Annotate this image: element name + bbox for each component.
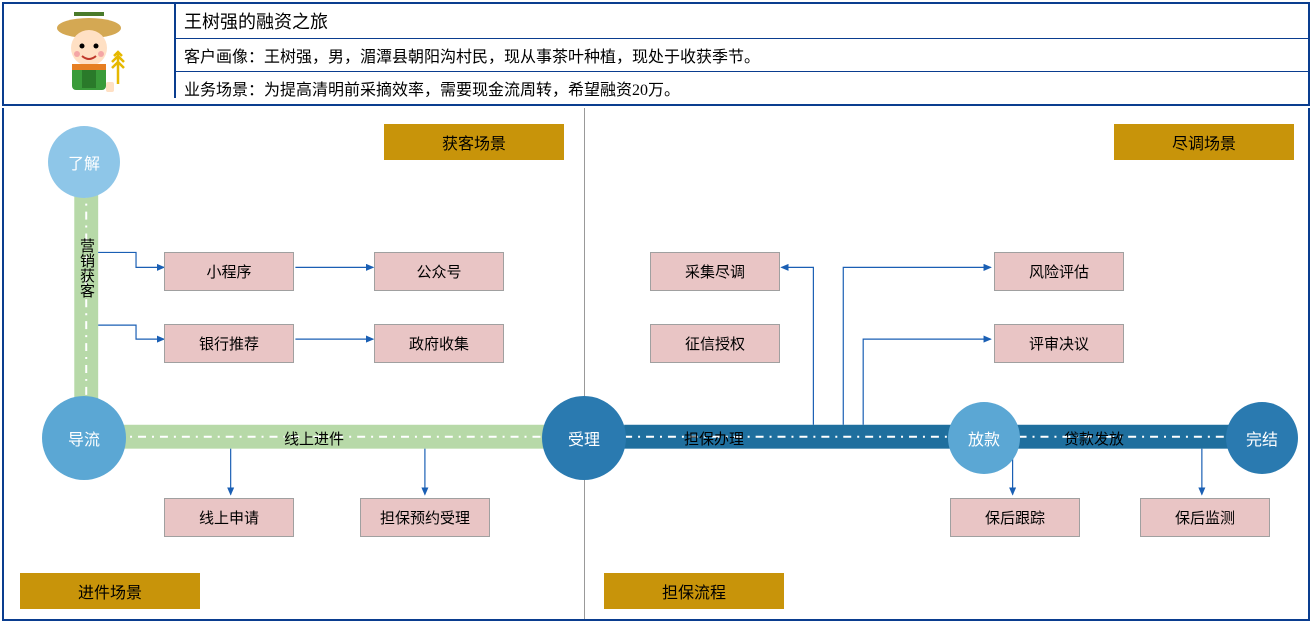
scene-intake: 进件场景 <box>20 573 200 609</box>
box-risk-eval: 风险评估 <box>994 252 1124 291</box>
box-bank-recommend: 银行推荐 <box>164 324 294 363</box>
info-box: 王树强的融资之旅 客户画像：王树强，男，湄潭县朝阳沟村民，现从事茶叶种植，现处于… <box>176 4 1308 104</box>
box-post-monitor: 保后监测 <box>1140 498 1270 537</box>
page-title: 王树强的融资之旅 <box>176 4 1308 38</box>
vertical-divider <box>584 108 585 619</box>
box-online-apply: 线上申请 <box>164 498 294 537</box>
box-credit-auth: 征信授权 <box>650 324 780 363</box>
label-guarantee-proc: 担保办理 <box>684 428 744 449</box>
scene-due-diligence: 尽调场景 <box>1114 124 1294 160</box>
box-guarantee-reserve: 担保预约受理 <box>360 498 490 537</box>
node-loan: 放款 <box>948 402 1020 474</box>
label-marketing: 营销获客 <box>76 238 97 298</box>
node-understand: 了解 <box>48 126 120 198</box>
header: 王树强的融资之旅 客户画像：王树强，男，湄潭县朝阳沟村民，现从事茶叶种植，现处于… <box>2 2 1310 106</box>
box-miniprogram: 小程序 <box>164 252 294 291</box>
node-accept: 受理 <box>542 396 626 480</box>
node-diversion: 导流 <box>42 396 126 480</box>
node-complete: 完结 <box>1226 402 1298 474</box>
scene-acquisition: 获客场景 <box>384 124 564 160</box>
flow-diagram: 获客场景 尽调场景 进件场景 担保流程 了解 导 <box>2 108 1310 621</box>
business-scenario: 业务场景：为提高清明前采摘效率，需要现金流周转，希望融资20万。 <box>176 71 1308 104</box>
label-loan-release: 贷款发放 <box>1064 428 1124 449</box>
customer-profile: 客户画像：王树强，男，湄潭县朝阳沟村民，现从事茶叶种植，现处于收获季节。 <box>176 38 1308 71</box>
scene-guarantee: 担保流程 <box>604 573 784 609</box>
box-official-account: 公众号 <box>374 252 504 291</box>
box-gov-collect: 政府收集 <box>374 324 504 363</box>
box-post-tracking: 保后跟踪 <box>950 498 1080 537</box>
box-review-decision: 评审决议 <box>994 324 1124 363</box>
avatar <box>4 4 176 98</box>
label-online-intake: 线上进件 <box>284 428 344 449</box>
box-collect-dd: 采集尽调 <box>650 252 780 291</box>
